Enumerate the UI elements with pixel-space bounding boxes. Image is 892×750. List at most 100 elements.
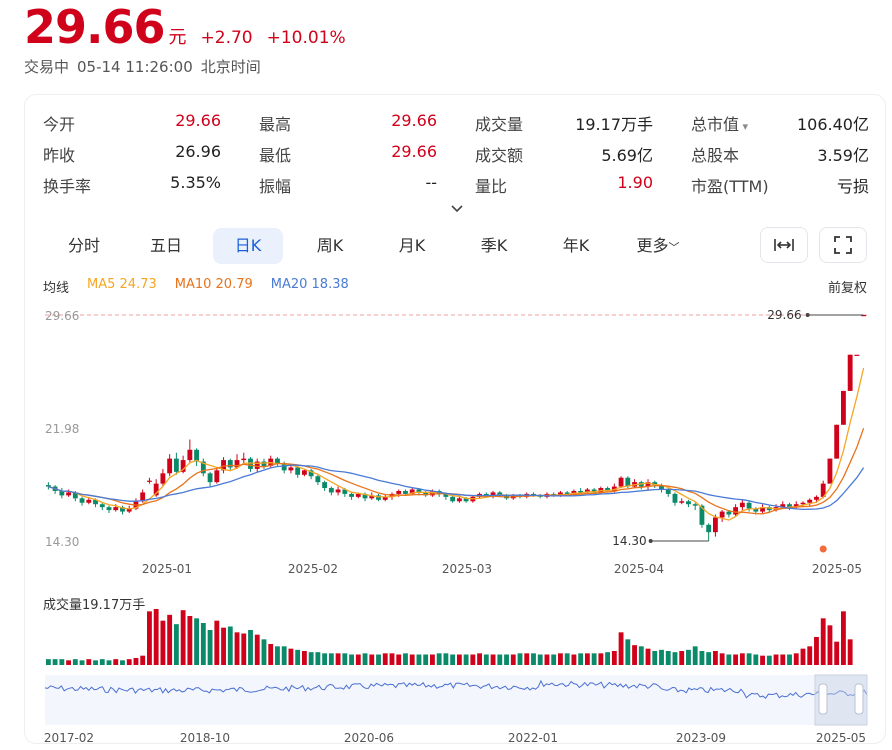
volume-bar — [766, 655, 772, 665]
x-axis-label: 2025-04 — [614, 562, 664, 576]
volume-bar — [510, 654, 516, 665]
volume-bar — [820, 618, 826, 665]
candle-body — [342, 489, 348, 494]
volume-bar — [665, 651, 671, 665]
candle-body — [99, 504, 105, 508]
stat-value: 29.66 — [391, 110, 437, 130]
volume-bar — [551, 654, 557, 665]
volume-bar — [234, 632, 240, 665]
volume-bar — [241, 633, 247, 665]
volume-bar — [227, 626, 233, 665]
y-axis-label: 29.66 — [45, 309, 79, 323]
volume-bar — [450, 654, 456, 665]
x-axis-label: 2025-02 — [288, 562, 338, 576]
stat-cell: 市盈(TTM) 亏损 — [691, 173, 869, 197]
candle-body — [369, 495, 375, 499]
candle-body — [382, 496, 388, 500]
stat-label: 振幅 — [259, 176, 292, 196]
candle-body — [840, 390, 846, 425]
candle-body — [564, 492, 570, 494]
candle-body — [847, 354, 853, 391]
candle-body — [396, 490, 402, 494]
volume-bar — [342, 653, 348, 665]
candle-body — [490, 492, 496, 496]
overview-left-handle — [818, 683, 828, 715]
stat-row: 换手率 5.35% 振幅 -- 量比 1.90 市盈(TTM) 亏损 — [43, 169, 873, 200]
tab-period[interactable]: 年K — [562, 236, 590, 255]
volume-bar — [355, 654, 361, 665]
volume-bar — [814, 637, 819, 665]
volume-bar — [672, 652, 678, 665]
stat-cell: 振幅 -- — [259, 173, 437, 197]
candle-body — [200, 461, 206, 474]
volume-bar — [194, 618, 200, 665]
volume-bar — [79, 660, 85, 665]
volume-bar — [207, 630, 213, 665]
last-price: 29.66 — [24, 0, 166, 54]
caret-down-icon[interactable]: ▾ — [739, 119, 749, 133]
stat-value: 26.96 — [175, 141, 221, 161]
x-axis-label: 2025-05 — [812, 562, 862, 576]
high-annotation-dot — [805, 313, 810, 317]
candle-body — [322, 482, 328, 489]
stat-label: 最高 — [259, 114, 292, 134]
stat-value: -- — [425, 172, 437, 192]
tab-period[interactable]: 分时 — [67, 236, 100, 255]
candle-body — [591, 489, 597, 493]
low-annotation-dot — [648, 539, 653, 543]
overview-navigator[interactable]: 2017-02 2018-10 2020-06 2022-01 2023-09 2025-… — [25, 670, 887, 750]
volume-bar — [780, 654, 786, 665]
volume-bar — [753, 654, 759, 665]
chevron-down-icon[interactable] — [449, 203, 465, 215]
volume-bar — [618, 632, 624, 665]
volume-bar — [793, 653, 799, 665]
volume-bar — [126, 659, 132, 665]
volume-bar — [369, 654, 375, 665]
volume-bar — [470, 654, 476, 665]
volume-bar — [692, 646, 698, 665]
chevron-down-icon: ﹀ — [668, 241, 680, 254]
tab-period[interactable]: 月K — [398, 236, 426, 255]
volume-bar — [726, 654, 732, 665]
candle-body — [780, 504, 786, 508]
candle-body — [793, 504, 799, 508]
candle-body — [531, 493, 536, 496]
candle-body — [120, 507, 125, 512]
tab-period[interactable]: 更多﹀ — [636, 236, 680, 255]
candle-body — [753, 508, 759, 512]
volume-bar — [275, 646, 280, 665]
candle-body — [699, 505, 705, 525]
candle-body — [443, 493, 449, 497]
ma20-line — [48, 464, 865, 511]
candle-body — [113, 507, 119, 511]
candle-body — [234, 460, 240, 468]
adjust-mode[interactable]: 前复权 — [827, 281, 867, 296]
fit-width-button[interactable] — [760, 227, 808, 263]
volume-bar — [598, 653, 604, 665]
candle-body — [665, 489, 671, 494]
volume-bar — [679, 651, 685, 665]
volume-bar — [86, 659, 92, 665]
volume-bar — [382, 653, 388, 665]
stat-cell: 昨收 26.96 — [43, 142, 221, 166]
tab-period[interactable]: 五日 — [149, 236, 182, 255]
candlestick-chart[interactable]: 29.66 21.98 14.30 29.66 14.30 2025-01 2025-02 2… — [25, 295, 887, 595]
volume-bar — [396, 654, 402, 665]
candle-body — [153, 483, 159, 496]
tab-period[interactable]: 周K — [316, 236, 344, 255]
volume-bar — [328, 653, 334, 665]
fullscreen-button[interactable] — [819, 227, 867, 263]
volume-bar — [787, 654, 792, 665]
candle-body — [187, 449, 193, 461]
stat-value: 5.69亿 — [601, 145, 653, 165]
volume-bar — [564, 653, 570, 665]
volume-bar — [295, 649, 301, 665]
tab-period[interactable]: 季K — [480, 236, 508, 255]
candle-body — [733, 507, 739, 515]
stat-cell: 成交额 5.69亿 — [475, 142, 653, 166]
volume-bar — [423, 654, 429, 665]
candle-body — [362, 493, 368, 499]
candle-body — [167, 458, 173, 474]
volume-bar — [517, 653, 523, 665]
tab-period[interactable]: 日K — [213, 228, 283, 264]
